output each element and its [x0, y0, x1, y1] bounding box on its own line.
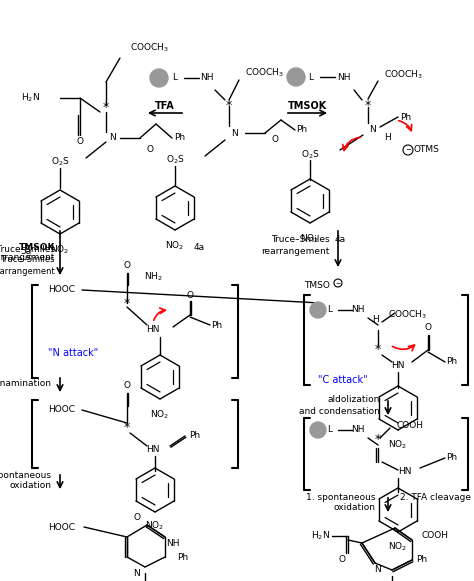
Text: Ph: Ph: [174, 134, 185, 142]
Text: Ph: Ph: [296, 125, 308, 134]
Text: *: *: [365, 99, 371, 112]
Text: N: N: [374, 565, 382, 575]
Text: O: O: [124, 382, 130, 390]
Text: Truce–Smiles: Truce–Smiles: [272, 235, 330, 245]
Text: N: N: [370, 125, 376, 134]
Text: O: O: [146, 145, 154, 155]
Text: OTMS: OTMS: [413, 145, 439, 155]
Text: *: *: [226, 99, 232, 113]
Text: "C attack": "C attack": [318, 375, 368, 385]
Text: oxidation: oxidation: [334, 504, 376, 512]
Text: NO$_2$: NO$_2$: [165, 240, 185, 252]
Text: O: O: [272, 135, 279, 145]
Text: H$_2$N: H$_2$N: [311, 530, 330, 542]
Text: Ph: Ph: [447, 357, 457, 367]
Text: NO$_2$: NO$_2$: [150, 409, 170, 421]
Text: rearrangement: rearrangement: [0, 267, 55, 277]
Text: L: L: [328, 425, 332, 435]
Text: H$_2$N: H$_2$N: [21, 92, 40, 104]
Text: NH: NH: [200, 74, 214, 83]
Text: O: O: [338, 555, 346, 565]
Text: TMSO: TMSO: [304, 281, 330, 289]
Circle shape: [310, 422, 326, 438]
Text: Ph: Ph: [447, 454, 457, 462]
Text: COOH: COOH: [396, 421, 423, 429]
Text: Ph: Ph: [211, 321, 223, 329]
Text: NH: NH: [337, 73, 351, 81]
Text: spontaneous: spontaneous: [0, 471, 52, 479]
Text: O: O: [76, 138, 83, 146]
Text: TFA: TFA: [155, 101, 175, 111]
Text: HOOC: HOOC: [48, 285, 75, 295]
Text: enamination: enamination: [0, 378, 52, 388]
Text: rearrangement: rearrangement: [0, 253, 55, 261]
Text: HOOC: HOOC: [48, 522, 75, 532]
Text: L: L: [309, 73, 313, 81]
Text: and condensation: and condensation: [299, 407, 380, 415]
Text: O: O: [186, 290, 193, 299]
Text: oxidation: oxidation: [10, 480, 52, 490]
Text: 2. TFA cleavage: 2. TFA cleavage: [400, 493, 471, 503]
Text: HN: HN: [146, 446, 160, 454]
Circle shape: [150, 69, 168, 87]
Text: O$_2$S: O$_2$S: [166, 154, 185, 166]
Text: HN: HN: [146, 325, 160, 335]
Text: NH: NH: [351, 306, 365, 314]
Text: TMSOK  Truce–Smiles: TMSOK Truce–Smiles: [0, 245, 55, 253]
Text: NH$_2$: NH$_2$: [144, 271, 162, 284]
Text: 4a: 4a: [335, 235, 346, 245]
Text: NO$_2$: NO$_2$: [146, 520, 164, 532]
Circle shape: [287, 68, 305, 86]
Text: *: *: [124, 421, 130, 435]
Text: L: L: [173, 74, 177, 83]
Text: NH: NH: [166, 539, 180, 547]
Circle shape: [310, 302, 326, 318]
Text: *: *: [375, 343, 381, 357]
Text: NO$_2$: NO$_2$: [388, 439, 408, 451]
Text: *: *: [103, 102, 109, 114]
Text: "N attack": "N attack": [48, 348, 98, 358]
Text: HN: HN: [391, 360, 405, 370]
Text: aldolization: aldolization: [328, 396, 380, 404]
Text: 5a: 5a: [20, 248, 32, 256]
Text: COOCH$_3$: COOCH$_3$: [389, 309, 428, 321]
Text: HOOC: HOOC: [48, 406, 75, 414]
Text: Ph: Ph: [417, 555, 428, 565]
Text: N: N: [109, 134, 117, 142]
Text: Ph: Ph: [177, 553, 189, 561]
Text: −: −: [336, 281, 341, 285]
Text: TMSOK: TMSOK: [18, 243, 55, 253]
Text: NO$_2$: NO$_2$: [301, 233, 319, 245]
Text: HN: HN: [398, 468, 412, 476]
Text: COOCH$_3$: COOCH$_3$: [384, 69, 424, 81]
Text: NO$_2$: NO$_2$: [50, 244, 70, 256]
Text: TMSOK: TMSOK: [288, 101, 327, 111]
Text: NO$_2$: NO$_2$: [388, 541, 408, 553]
Text: rearrangement: rearrangement: [262, 248, 330, 256]
Text: −: −: [405, 147, 411, 153]
Text: Ph: Ph: [190, 432, 201, 440]
Text: H: H: [384, 132, 392, 142]
Text: 4a: 4a: [193, 243, 205, 253]
Text: O: O: [134, 512, 140, 522]
Text: Ph: Ph: [401, 113, 411, 121]
Text: H: H: [373, 315, 379, 325]
Text: *: *: [375, 433, 381, 447]
Text: NH: NH: [351, 425, 365, 435]
Text: O$_2$S: O$_2$S: [301, 149, 320, 162]
Text: O: O: [124, 260, 130, 270]
Text: 1. spontaneous: 1. spontaneous: [307, 493, 376, 503]
Text: L: L: [328, 306, 332, 314]
Text: N: N: [232, 128, 238, 138]
Text: COOH: COOH: [422, 532, 449, 540]
Text: O: O: [425, 324, 431, 332]
Text: Truce–Smiles: Truce–Smiles: [0, 256, 55, 264]
Text: N: N: [134, 568, 140, 578]
Text: *: *: [124, 296, 130, 310]
Text: COOCH$_3$: COOCH$_3$: [130, 42, 169, 54]
Text: COOCH$_3$: COOCH$_3$: [246, 67, 284, 79]
Text: O$_2$S: O$_2$S: [51, 156, 70, 168]
